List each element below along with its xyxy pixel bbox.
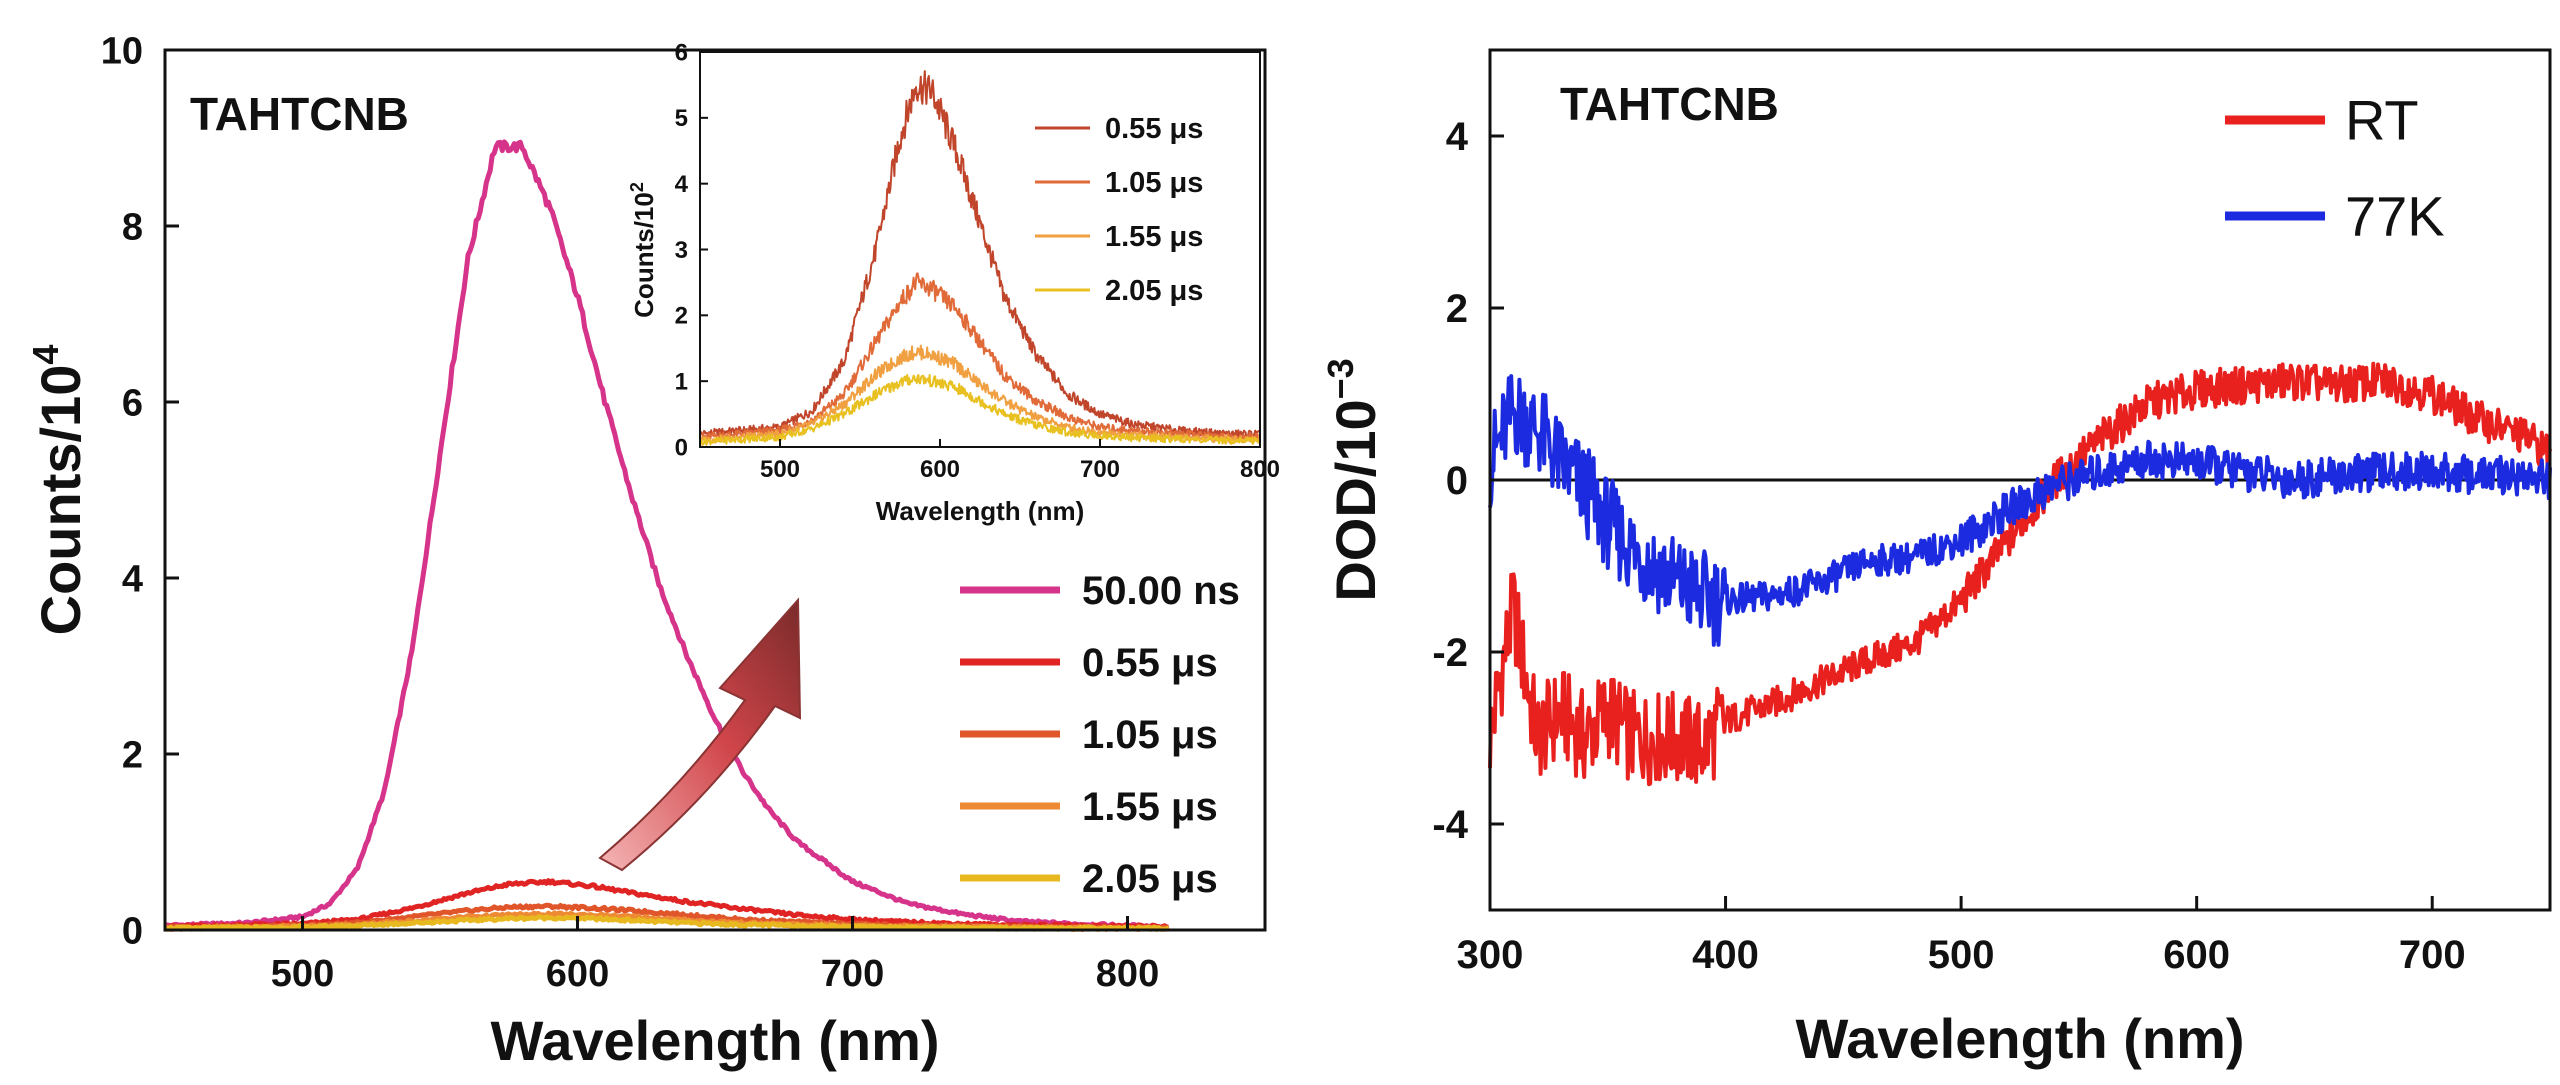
inset-y-axis-label: Counts/102 [627,182,659,318]
inset-series-line-0 [699,70,1261,439]
inset-x-tick-label: 800 [1240,456,1280,483]
left-legend-label: 50.00 ns [1082,569,1240,613]
right-x-tick-label: 700 [2399,933,2466,977]
inset-series-group [699,70,1261,446]
left-y-axis-label: Counts/104 [25,345,92,636]
right-x-axis-label: Wavelength (nm) [1795,1007,2244,1070]
left-y-tick-label: 8 [122,206,143,248]
inset-y-tick-label: 3 [675,237,688,264]
right-y-tick-label: -4 [1432,803,1468,847]
right-legend-label: 77K [2345,185,2445,248]
left-series-group [163,139,1171,933]
inset-y-tick-label: 1 [675,369,688,396]
left-y-tick-label: 2 [122,734,143,776]
inset-legend-label: 1.05 μs [1105,167,1203,199]
left-series-line-0 [163,139,1170,930]
right-y-tick-label: 0 [1446,459,1468,503]
inset-x-tick-label: 700 [1080,456,1120,483]
right-x-tick-label: 500 [1928,933,1995,977]
left-y-tick-label: 0 [122,910,143,952]
left-panel-title: TAHTCNB [190,88,409,140]
right-x-tick-label: 300 [1457,933,1524,977]
left-x-tick-label: 800 [1096,953,1159,995]
right-x-tick-label: 600 [2163,933,2230,977]
right-y-tick-label: 4 [1446,115,1469,159]
right-series-group [1488,361,2552,787]
right-series-line-1 [1488,374,2552,647]
left-legend: 50.00 ns 0.55 μs 1.05 μs 1.55 μs 2.05 μs [960,569,1240,901]
inset-y-tick-label: 2 [675,303,688,330]
left-series-line-4 [164,914,1171,932]
inset-legend-label: 0.55 μs [1105,113,1203,145]
right-panel: 300 400 500 600 700 -4 -2 0 2 4 TAHTCNB Wavelengt… [1320,48,2552,1070]
inset-x-axis-label: Wavelength (nm) [876,496,1084,526]
right-y-tick-label: -2 [1432,631,1468,675]
right-x-tick-label: 400 [1692,933,1759,977]
inset-x-tick-label: 600 [920,456,960,483]
left-y-tick-label: 10 [101,30,143,72]
inset-legend-label: 1.55 μs [1105,221,1203,253]
right-y-tick-label: 2 [1446,287,1468,331]
inset-panel: 500 600 700 800 0 1 2 3 4 5 6 Wavelength (nm) Coun… [627,39,1280,526]
right-series-line-0 [1488,361,2552,787]
inset-y-tick-label: 4 [675,171,689,198]
inset-y-tick-label: 6 [675,39,688,66]
right-panel-title: TAHTCNB [1560,78,1779,130]
inset-x-tick-label: 500 [760,456,800,483]
right-legend-label: RT [2345,89,2419,152]
left-legend-label: 2.05 μs [1082,857,1218,901]
left-legend-label: 0.55 μs [1082,641,1218,685]
inset-legend-label: 2.05 μs [1105,275,1203,307]
left-x-tick-label: 500 [271,953,334,995]
right-y-axis-label: DOD/10−3 [1320,358,1387,601]
curved-arrow-icon [598,597,802,872]
left-x-tick-label: 600 [546,953,609,995]
inset-series-line-3 [699,373,1261,446]
left-legend-label: 1.55 μs [1082,785,1218,829]
left-legend-label: 1.05 μs [1082,713,1218,757]
left-y-tick-label: 6 [122,382,143,424]
left-x-tick-label: 700 [821,953,884,995]
inset-legend: 0.55 μs 1.05 μs 1.55 μs 2.05 μs [1035,113,1203,307]
right-legend: RT 77K [2225,89,2445,248]
left-x-axis-label: Wavelength (nm) [490,1009,939,1072]
left-y-tick-label: 4 [122,558,143,600]
left-axes-frame [163,48,1267,932]
inset-y-tick-label: 0 [675,434,688,461]
inset-y-tick-label: 5 [675,105,688,132]
